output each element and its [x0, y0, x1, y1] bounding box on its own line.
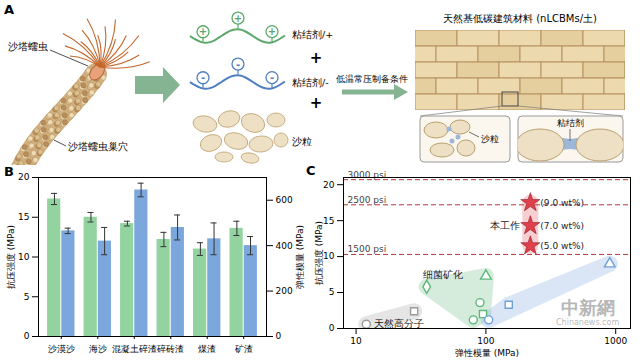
svg-text:粘结剂/-: 粘结剂/- — [292, 77, 329, 88]
svg-text:(5.0 wt%): (5.0 wt%) — [540, 241, 584, 251]
html-text:C: C — [306, 163, 316, 178]
svg-text:天然高分子: 天然高分子 — [374, 318, 424, 329]
svg-text:20: 20 — [18, 172, 30, 182]
svg-text:抗压强度 (MPa): 抗压强度 (MPa) — [6, 225, 16, 289]
svg-text:天然基低碳建筑材料 (nLCBMs/土): 天然基低碳建筑材料 (nLCBMs/土) — [443, 13, 597, 24]
svg-text:本工作: 本工作 — [490, 220, 520, 231]
svg-text:20: 20 — [323, 180, 335, 190]
svg-text:1000: 1000 — [604, 336, 627, 346]
svg-text:沙漠沙: 沙漠沙 — [48, 344, 75, 354]
svg-text:弹性模量 (MPa): 弹性模量 (MPa) — [455, 348, 519, 358]
svg-text:矿渣: 矿渣 — [234, 344, 253, 354]
svg-text:0: 0 — [276, 331, 282, 341]
svg-text:1500 psi: 1500 psi — [348, 244, 387, 254]
svg-text:煤渣: 煤渣 — [198, 344, 216, 354]
svg-text:10: 10 — [350, 336, 362, 346]
svg-text:-: - — [236, 59, 240, 70]
svg-text:沙塔蠕虫巢穴: 沙塔蠕虫巢穴 — [68, 141, 128, 152]
svg-text:-: - — [270, 72, 274, 83]
svg-text:+: + — [268, 26, 276, 37]
svg-text:-: - — [201, 72, 205, 83]
svg-text:+: + — [199, 26, 207, 37]
svg-text:(7.0 wt%): (7.0 wt%) — [540, 221, 584, 231]
html-text:中新網: 中新網 — [560, 297, 615, 318]
svg-text:粘结剂: 粘结剂 — [557, 118, 584, 128]
svg-text:A: A — [4, 2, 14, 17]
svg-text:沙粒: 沙粒 — [481, 134, 499, 144]
html-text:B: B — [4, 164, 14, 179]
svg-text:海沙: 海沙 — [89, 344, 107, 354]
svg-text:沙塔蠕虫: 沙塔蠕虫 — [8, 41, 48, 52]
svg-text:+: + — [310, 49, 323, 67]
svg-text:600: 600 — [276, 195, 293, 205]
svg-text:2500 psi: 2500 psi — [348, 195, 387, 205]
svg-text:碎砖渣: 碎砖渣 — [156, 344, 184, 354]
svg-text:5: 5 — [329, 287, 335, 297]
svg-text:(9.0 wt%): (9.0 wt%) — [540, 198, 584, 208]
svg-text:3000 psi: 3000 psi — [348, 170, 387, 180]
svg-text:+: + — [234, 13, 242, 24]
svg-text:混凝土碎渣: 混凝土碎渣 — [112, 344, 157, 354]
svg-text:15: 15 — [323, 216, 334, 226]
svg-text:100: 100 — [477, 336, 494, 346]
svg-text:15: 15 — [18, 212, 29, 222]
svg-text:低温常压制备条件: 低温常压制备条件 — [336, 74, 408, 84]
svg-text:0: 0 — [24, 331, 30, 341]
svg-text:细菌矿化: 细菌矿化 — [423, 269, 463, 280]
svg-text:+: + — [310, 94, 323, 112]
svg-text:200: 200 — [276, 286, 293, 296]
svg-text:10: 10 — [323, 251, 335, 261]
svg-text:0: 0 — [329, 323, 335, 333]
svg-text:粘结剂/+: 粘结剂/+ — [292, 29, 333, 40]
svg-text:弹性模量 (MPa): 弹性模量 (MPa) — [295, 225, 305, 289]
svg-text:沙粒: 沙粒 — [292, 136, 312, 147]
svg-text:5: 5 — [24, 292, 30, 302]
svg-text:400: 400 — [276, 241, 293, 251]
svg-text:10: 10 — [18, 252, 30, 262]
svg-text:抗压强度 (MPa): 抗压强度 (MPa) — [314, 221, 324, 285]
html-text:Chinanews.com: Chinanews.com — [556, 318, 620, 327]
